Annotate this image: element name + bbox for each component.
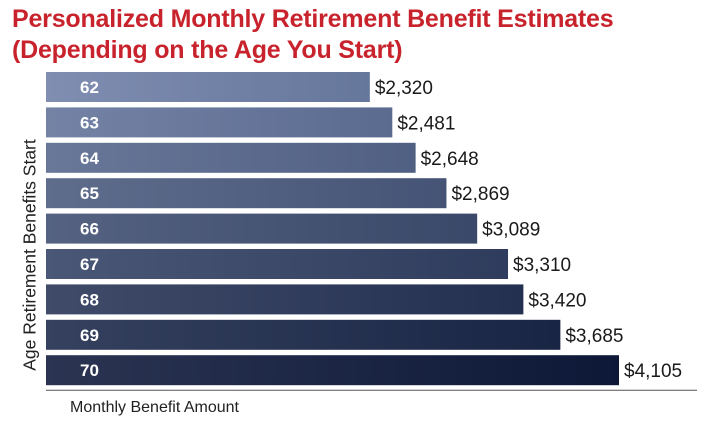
value-label: $2,320 <box>375 78 433 99</box>
chart-subtitle: (Depending on the Age You Start) <box>12 36 403 64</box>
bar-age-67 <box>46 249 509 279</box>
category-label: 70 <box>80 361 99 380</box>
category-label: 65 <box>80 184 99 203</box>
category-label: 62 <box>80 78 99 97</box>
bars-layer: 62 $2,320 63 $2,481 64 $2,648 65 $2,869 66 $3,089… <box>46 72 682 386</box>
bar-age-68 <box>46 284 524 315</box>
category-label: 66 <box>80 220 99 239</box>
bar-age-64 <box>46 142 416 173</box>
category-label: 63 <box>80 113 99 132</box>
value-label: $2,869 <box>451 184 509 205</box>
bar-age-65 <box>46 178 447 209</box>
bar-age-62 <box>46 72 370 102</box>
category-label: 69 <box>80 326 99 345</box>
category-label: 64 <box>80 149 99 168</box>
value-label: $4,105 <box>624 361 682 382</box>
value-label: $3,420 <box>528 290 586 311</box>
value-label: $3,685 <box>565 326 623 347</box>
bar-age-63 <box>46 107 393 138</box>
chart-title: Personalized Monthly Retirement Benefit … <box>12 5 614 33</box>
value-label: $2,648 <box>421 149 479 170</box>
value-label: $3,310 <box>513 255 571 276</box>
chart-title-block: Personalized Monthly Retirement Benefit … <box>12 4 712 66</box>
category-label: 68 <box>80 290 99 309</box>
value-label: $2,481 <box>397 113 455 134</box>
bar-age-66 <box>46 213 478 244</box>
x-axis-label: Monthly Benefit Amount <box>70 399 239 416</box>
value-label: $3,089 <box>482 220 540 241</box>
category-label: 67 <box>80 255 99 274</box>
bar-age-70 <box>46 355 619 386</box>
bar-age-69 <box>46 319 561 350</box>
